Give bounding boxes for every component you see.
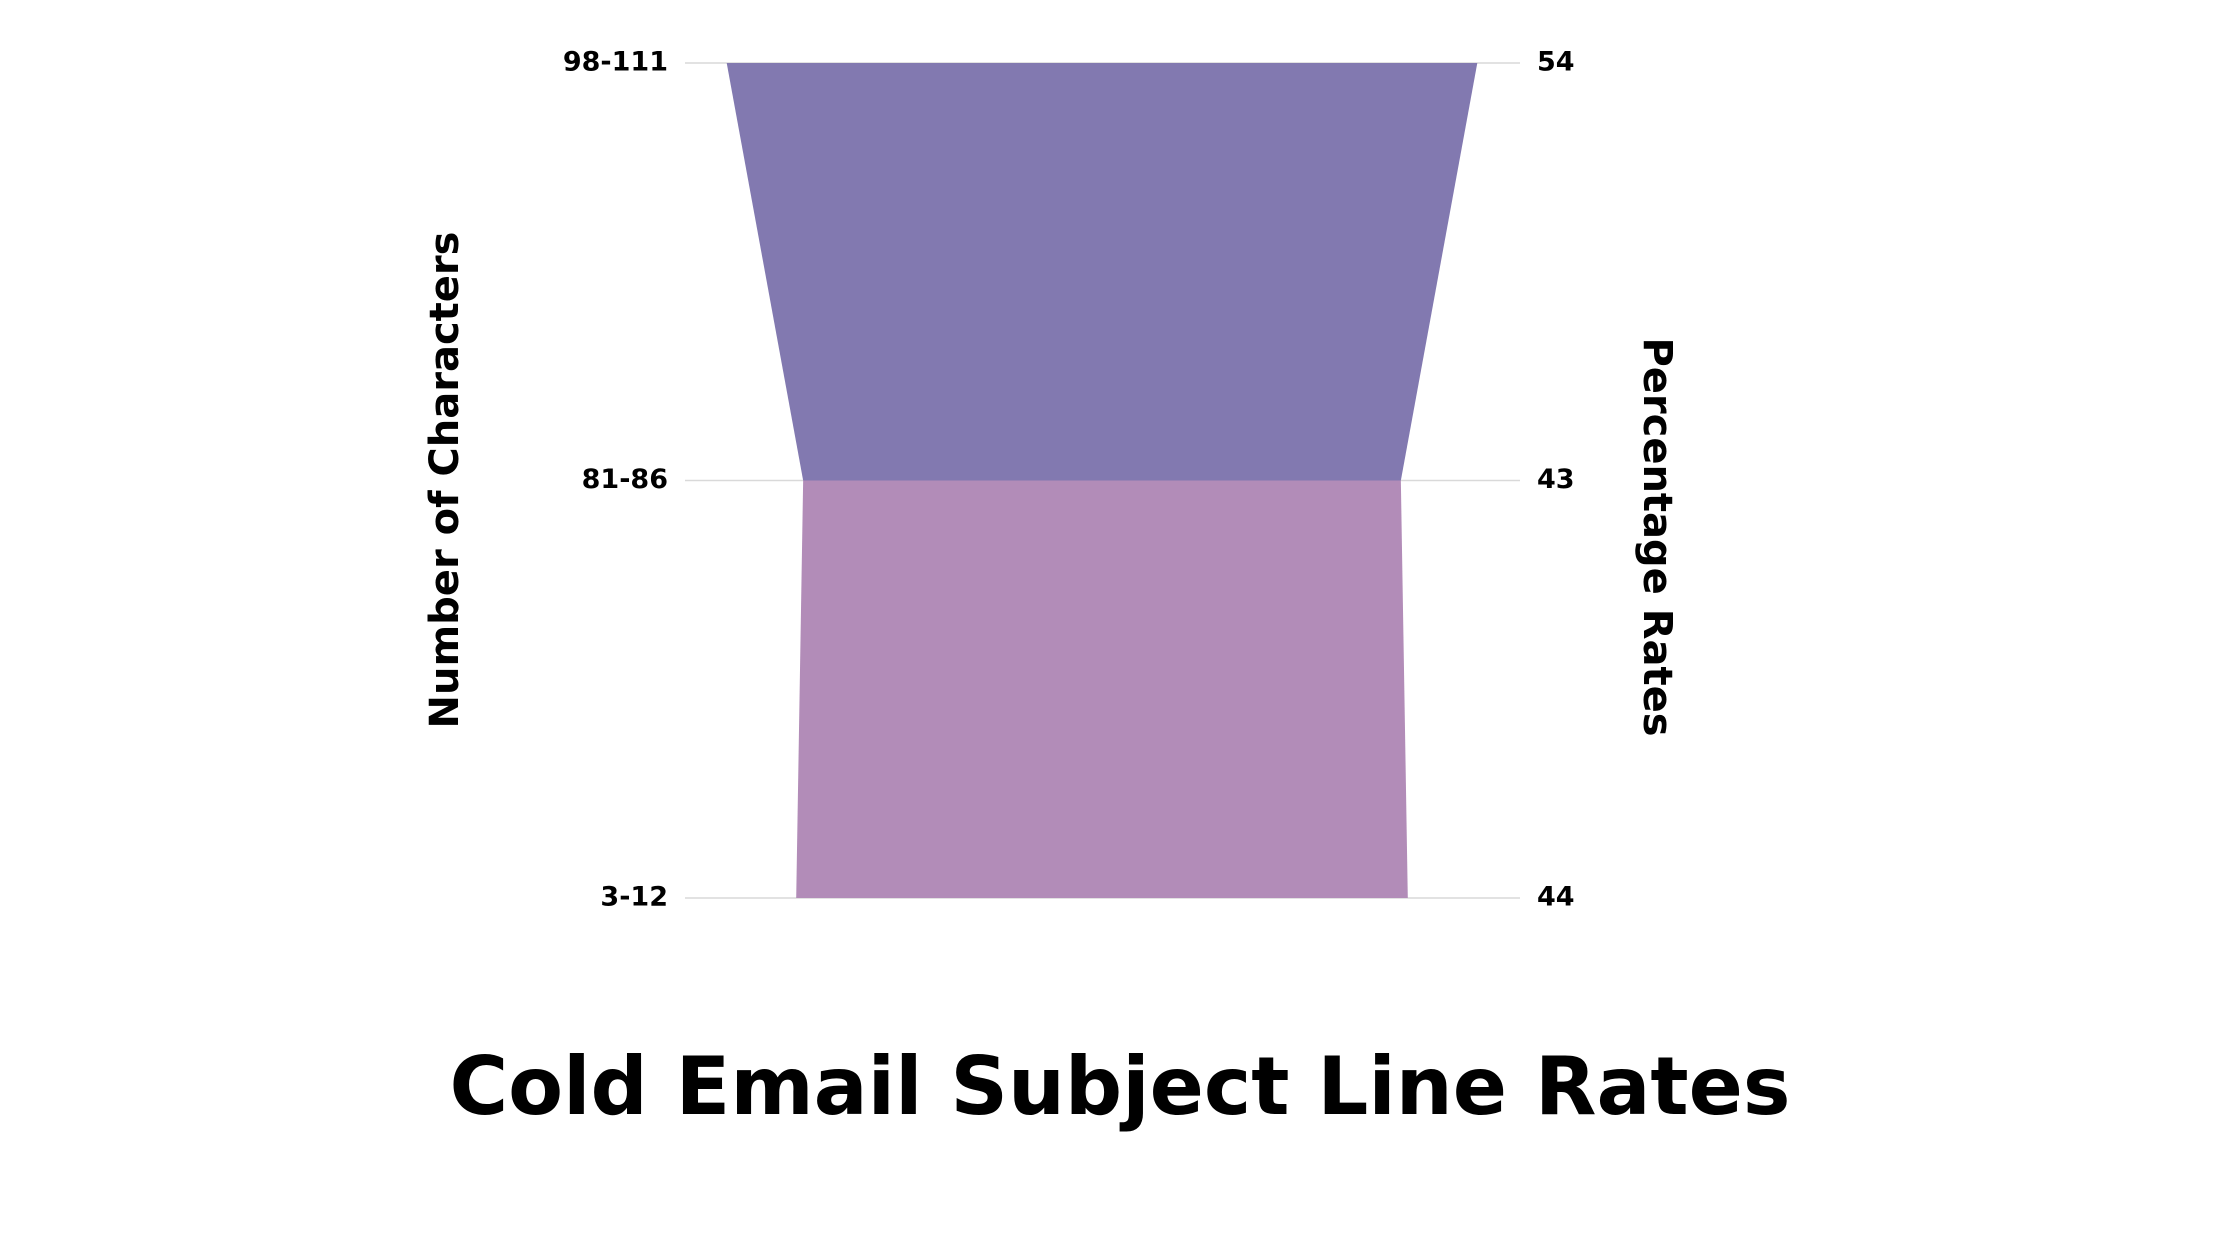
y-tick-label: 98-111: [563, 47, 668, 78]
y-tick-label: 3-12: [600, 882, 668, 913]
y2-axis-title: Percentage Rates: [1634, 337, 1680, 736]
chart-title: Cold Email Subject Line Rates: [449, 1040, 1790, 1133]
y-tick-label: 81-86: [582, 464, 668, 495]
funnel-segment: [796, 480, 1408, 898]
value-label: 54: [1537, 47, 1575, 78]
y-axis-title: Number of Characters: [422, 232, 468, 729]
funnel-segment: [726, 63, 1478, 481]
value-label: 43: [1537, 464, 1575, 495]
value-label: 44: [1537, 882, 1575, 913]
